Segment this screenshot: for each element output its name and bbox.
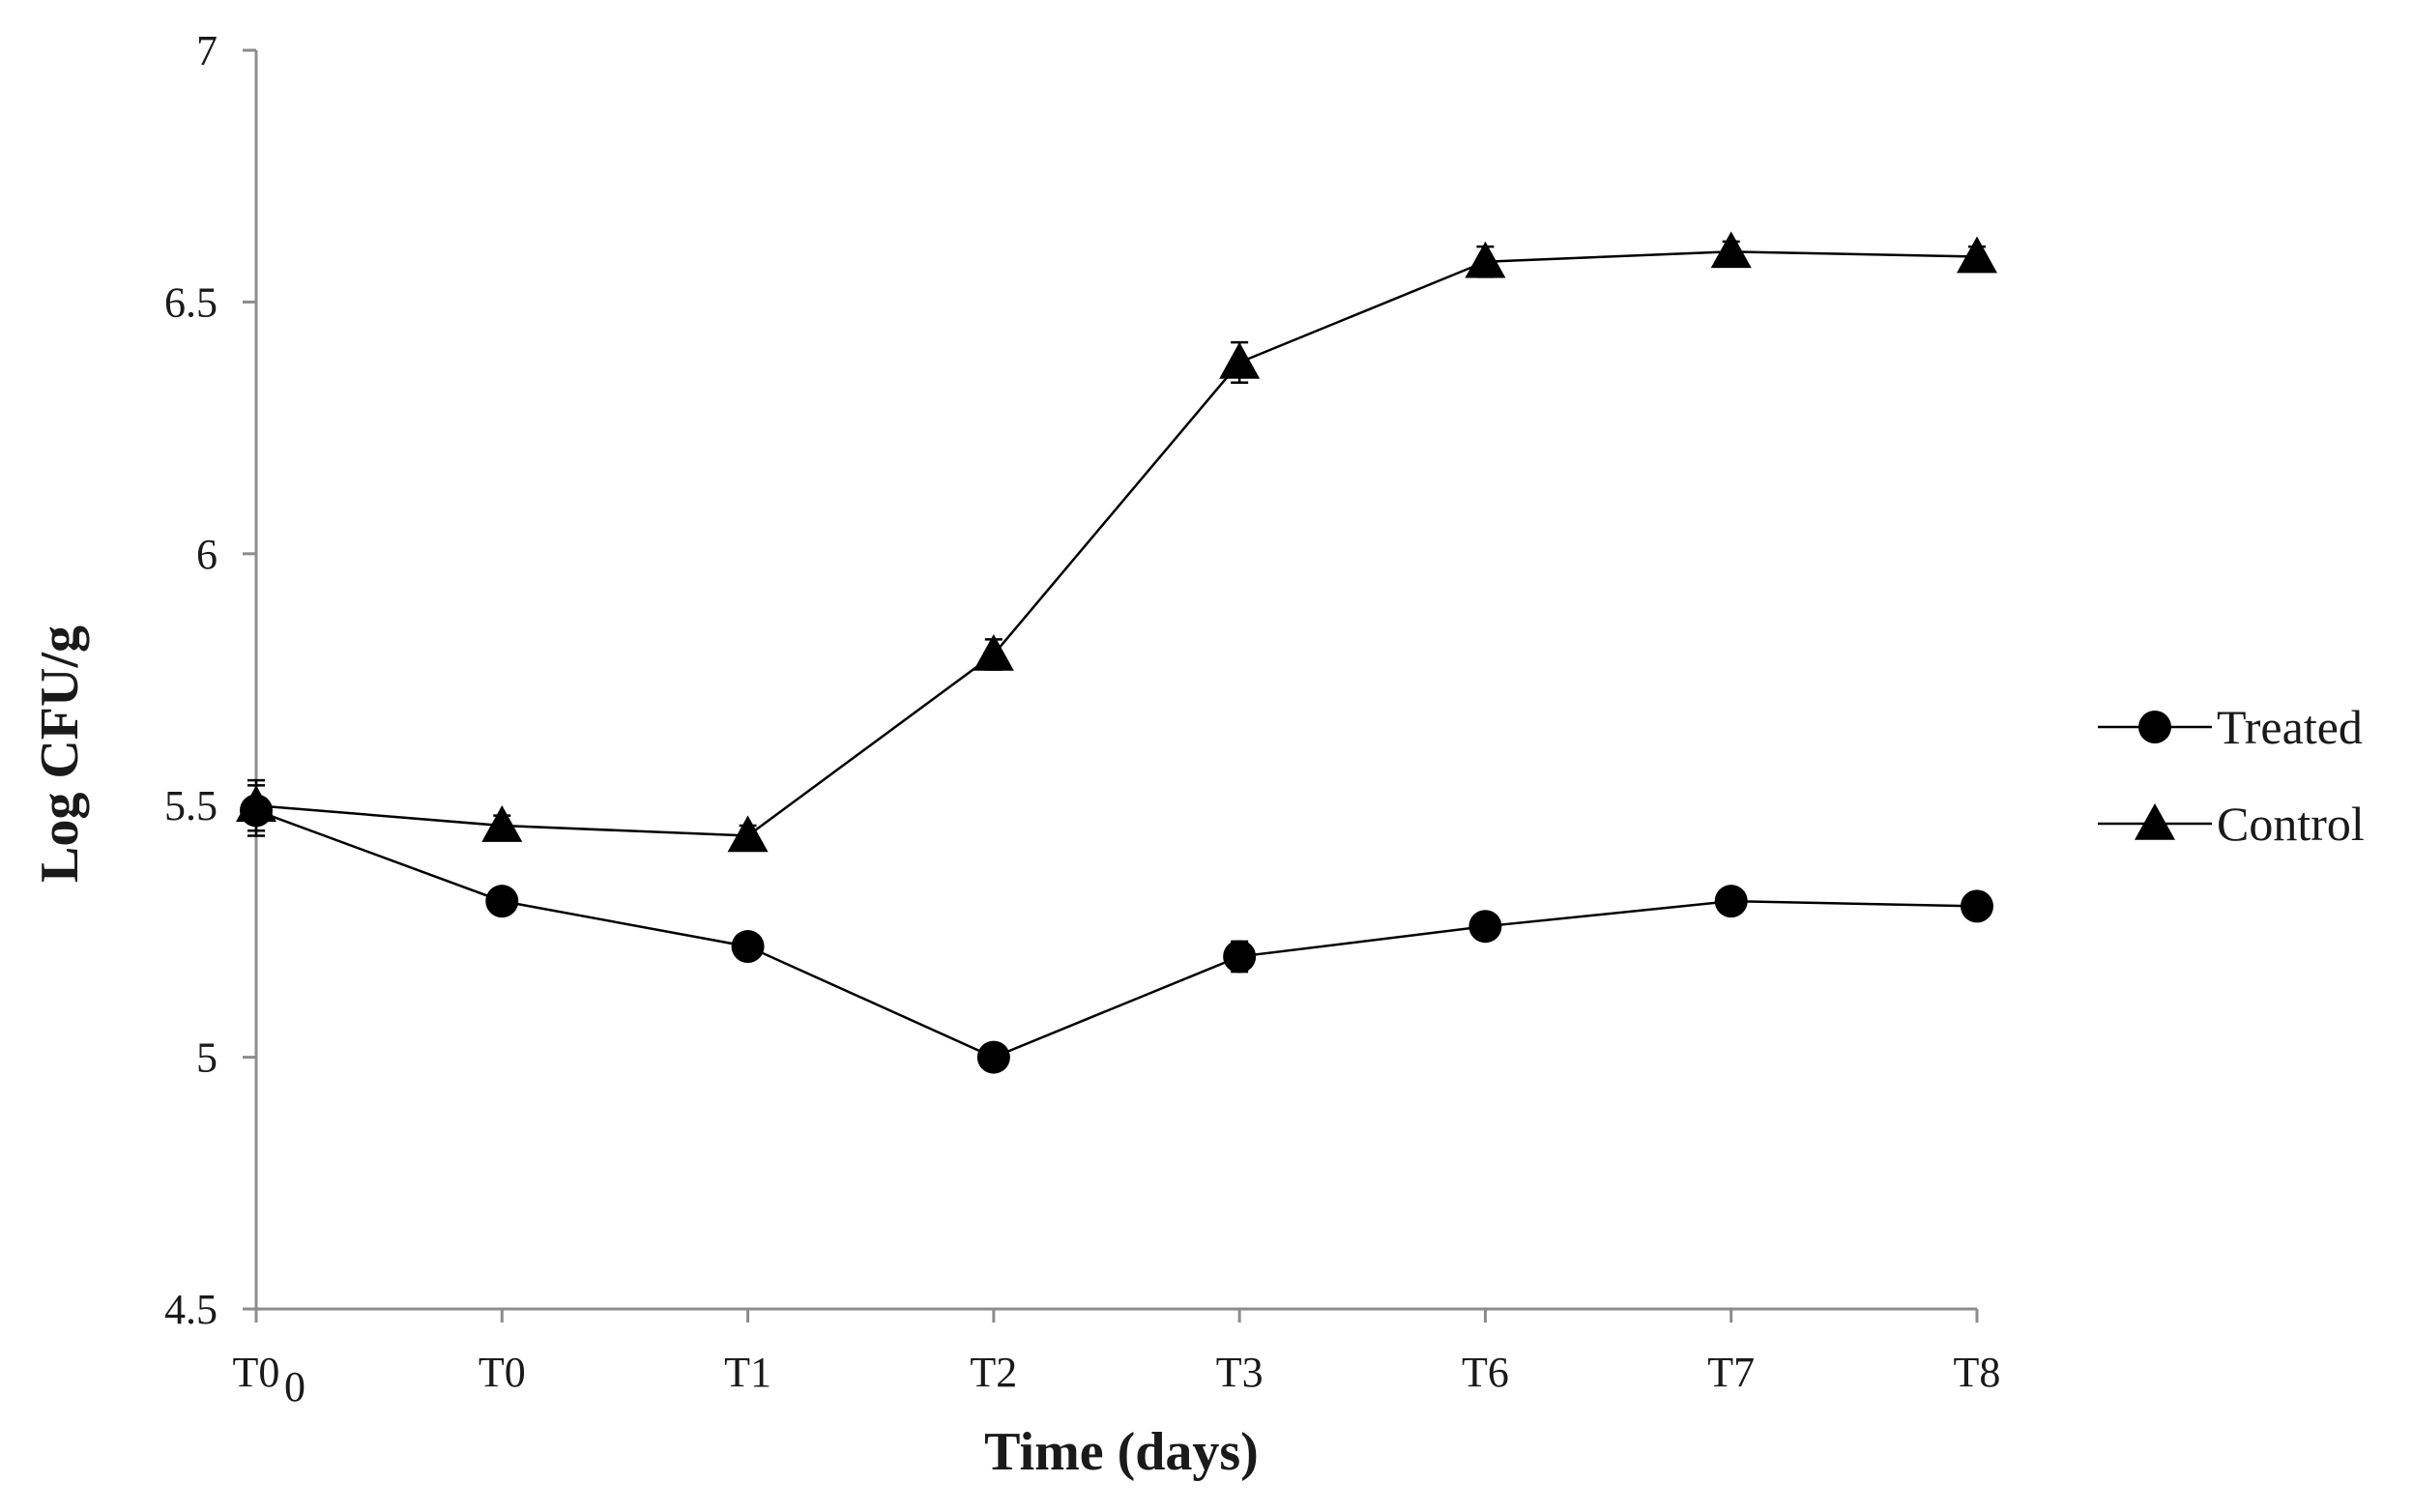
data-point-treated [485, 885, 519, 918]
data-point-control [236, 785, 276, 822]
x-tick-label: T2 [970, 1349, 1017, 1396]
x-tick-label: T3 [1216, 1349, 1264, 1396]
legend-marker-treated [2138, 711, 2171, 743]
x-tick-label: T0 [479, 1349, 526, 1396]
data-point-treated [1468, 910, 1502, 944]
series-line-treated [255, 809, 1978, 1059]
x-tick-label: T1 [724, 1349, 771, 1396]
data-point-treated [731, 930, 765, 964]
series-layer [236, 231, 1997, 1074]
legend: Treated Control [2098, 700, 2365, 851]
data-point-control [1710, 231, 1752, 269]
series-line-control [255, 250, 1978, 837]
x-tick-label: T8 [1954, 1349, 2001, 1396]
y-tick-label: 7 [196, 27, 218, 74]
legend-label-treated: Treated [2217, 700, 2363, 754]
data-point-treated [976, 1040, 1010, 1074]
x-tick-subscript: 0 [284, 1363, 305, 1410]
x-axis-title: Time (days) [984, 1422, 1259, 1482]
data-point-control [1957, 236, 1997, 274]
y-tick-label: 6 [196, 531, 218, 578]
y-tick-label: 6.5 [164, 278, 218, 326]
data-point-control [973, 633, 1014, 671]
y-tick-label: 5 [196, 1034, 218, 1082]
data-point-control [481, 805, 523, 842]
y-tick-label: 4.5 [164, 1286, 218, 1333]
data-point-treated [1223, 940, 1257, 974]
x-tick-label: T7 [1707, 1349, 1755, 1396]
legend-label-control: Control [2217, 797, 2365, 851]
data-point-treated [1714, 885, 1748, 918]
x-tick-label: T0 [233, 1349, 280, 1396]
data-point-treated [1961, 889, 1993, 923]
y-axis-title: Log CFU/g [30, 625, 90, 883]
legend-marker-control [2135, 803, 2175, 840]
x-tick-label: T6 [1462, 1349, 1509, 1396]
series-control [236, 231, 1997, 853]
data-point-control [1465, 241, 1506, 278]
data-point-control [1219, 341, 1261, 379]
data-point-control [727, 815, 769, 853]
y-tick-label: 5.5 [164, 782, 218, 829]
series-treated [240, 784, 1993, 1074]
